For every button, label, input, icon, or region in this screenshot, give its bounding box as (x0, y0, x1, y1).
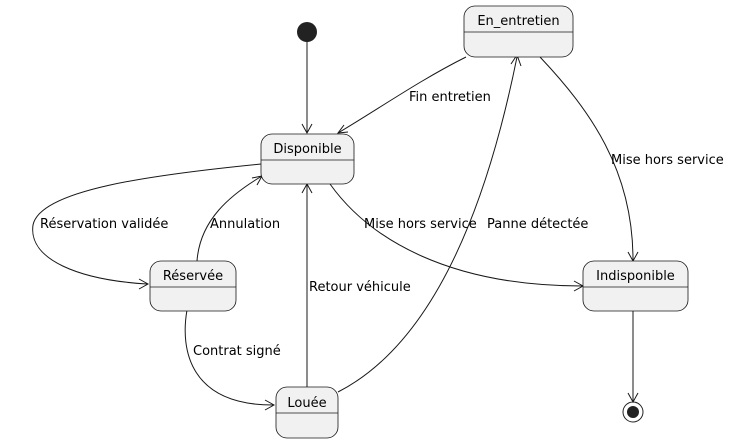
edge-indisponible-to-final (627, 311, 639, 404)
transition-label-panne-detectee: Panne détectée (487, 217, 588, 232)
transition-label-mise-hors-service-from-en-entretien: Mise hors service (611, 153, 724, 168)
state-label-disponible: Disponible (273, 142, 341, 157)
state-label-louee: Louée (287, 396, 326, 411)
state-label-reservee: Réservée (163, 269, 223, 284)
transition-label-reservation-validee: Réservation validée (40, 217, 168, 232)
transition-label-fin-entretien: Fin entretien (409, 90, 491, 105)
state-indisponible: Indisponible (582, 260, 689, 312)
state-en-entretien: En_entretien (463, 5, 574, 58)
transition-label-retour-vehicule: Retour véhicule (309, 280, 411, 295)
edge-disponible-to-reservee (32, 163, 262, 290)
state-label-en-entretien: En_entretien (477, 14, 559, 29)
edge-disponible-to-indisponible (329, 183, 585, 292)
edge-reservee-to-louee (184, 309, 276, 411)
edge-en-entretien-to-disponible (336, 56, 467, 134)
final-state-marker (622, 401, 644, 423)
state-disponible: Disponible (260, 133, 355, 185)
initial-state-marker (297, 22, 317, 42)
state-label-indisponible: Indisponible (596, 269, 675, 284)
transition-label-mise-hors-service-from-disponible: Mise hors service (364, 217, 477, 232)
transition-label-annulation: Annulation (210, 217, 280, 232)
edge-initial-to-disponible (301, 42, 313, 135)
state-reservee: Réservée (149, 260, 237, 312)
state-louee: Louée (275, 386, 339, 439)
transition-label-contrat-signe: Contrat signé (193, 344, 281, 359)
